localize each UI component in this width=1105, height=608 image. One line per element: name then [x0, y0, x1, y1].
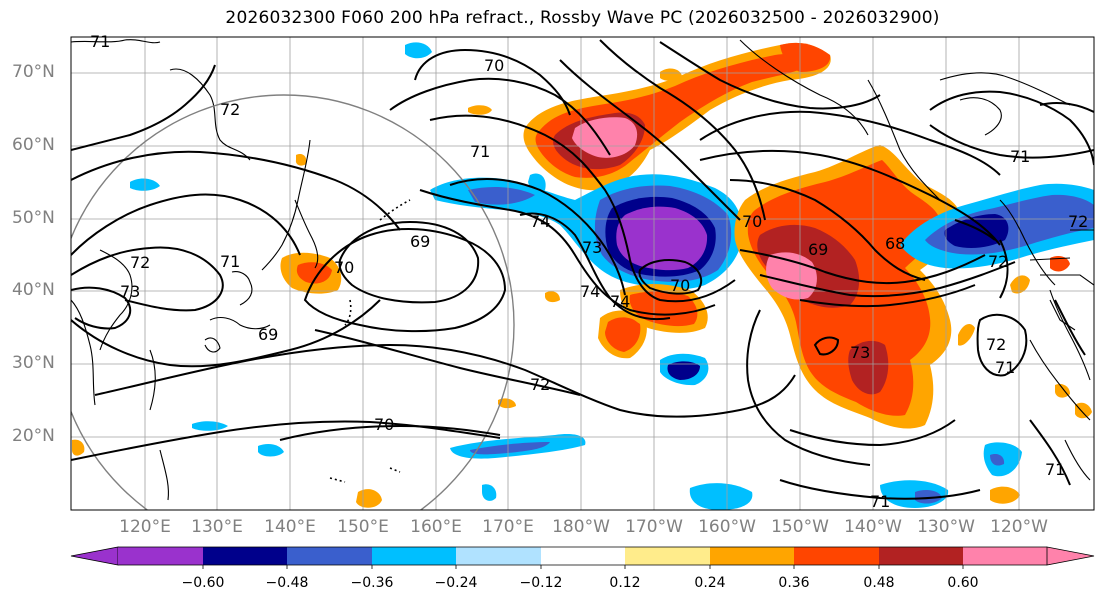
contour-label: 69	[258, 325, 279, 344]
contour-label: 70	[742, 212, 763, 231]
contour-label: 72	[988, 252, 1009, 271]
colorbar-tick-label: −0.24	[434, 575, 478, 591]
lon-label-140w: 140°W	[844, 517, 902, 537]
graticule	[71, 37, 1094, 510]
contour-label: 72	[130, 253, 151, 272]
colorbar-tick-label: 0.24	[694, 575, 726, 591]
contour-label: 74	[580, 282, 601, 301]
lon-label-140e: 140°E	[264, 517, 316, 537]
contour-label: 72	[1068, 212, 1089, 231]
lat-label-50n: 50°N	[12, 208, 55, 228]
contour-label: 69	[410, 232, 431, 251]
contour-label: 72	[530, 375, 551, 394]
contour-label: 70	[334, 258, 355, 277]
lon-label-160w: 160°W	[698, 517, 756, 537]
colorbar-ticks	[202, 565, 964, 569]
lon-label-180w: 180°W	[552, 517, 610, 537]
colorbar-bin-0	[70, 546, 119, 566]
contour-label: 71	[90, 32, 111, 51]
contour-label: 71	[870, 492, 891, 511]
radius-circle	[71, 94, 515, 510]
colorbar	[70, 546, 1095, 569]
contour-label: 74	[610, 292, 631, 311]
colorbar-outline	[118, 546, 1047, 566]
colorbar-tick-label: 0.48	[863, 575, 895, 591]
contour-label: 71	[1010, 147, 1031, 166]
map-content	[71, 37, 1094, 510]
small-anomaly-patches	[72, 42, 1092, 510]
colorbar-bin-7	[710, 547, 794, 565]
colorbar-bin-5	[541, 547, 625, 565]
dotted-coast	[329, 199, 411, 483]
lon-label-120e: 120°E	[119, 517, 171, 537]
lon-label-130w: 130°W	[917, 517, 975, 537]
contour-label: 71	[470, 142, 491, 161]
contour-label: 69	[808, 240, 829, 259]
colorbar-bin-10b	[1046, 546, 1095, 566]
map-title: 2026032300 F060 200 hPa refract., Rossby…	[225, 8, 940, 28]
lon-label-170w: 170°W	[625, 517, 683, 537]
contour-label: 68	[885, 234, 906, 253]
colorbar-bin-0b	[118, 547, 203, 565]
contour-label: 73	[120, 282, 141, 301]
contour-label: 73	[582, 238, 603, 257]
colorbar-bin-2	[287, 547, 372, 565]
lon-label-170e: 170°E	[482, 517, 534, 537]
colorbar-bin-1	[203, 547, 287, 565]
colorbar-tick-label: −0.12	[519, 575, 563, 591]
coastlines	[71, 39, 1094, 501]
positive-anomaly-east	[734, 145, 961, 429]
contour-label: 71	[220, 252, 241, 271]
colorbar-bin-10	[963, 547, 1047, 565]
lat-label-60n: 60°N	[12, 135, 55, 155]
colorbar-bin-4	[456, 547, 541, 565]
lat-label-30n: 30°N	[12, 353, 55, 373]
contour-label: 72	[986, 335, 1007, 354]
refractivity-contours	[71, 39, 1094, 500]
lon-label-150e: 150°E	[337, 517, 389, 537]
colorbar-bin-9	[879, 547, 963, 565]
colorbar-bin-6	[625, 547, 710, 565]
colorbar-tick-label: −0.48	[265, 575, 309, 591]
map-frame	[70, 36, 1095, 511]
lon-label-130e: 130°E	[191, 517, 243, 537]
lat-label-20n: 20°N	[12, 426, 55, 446]
lon-label-160e: 160°E	[410, 517, 462, 537]
lat-label-40n: 40°N	[12, 280, 55, 300]
lon-label-150w: 150°W	[771, 517, 829, 537]
colorbar-tick-label: 0.60	[947, 575, 979, 591]
contour-label: 70	[670, 276, 691, 295]
contour-label: 74	[530, 212, 551, 231]
colorbar-bin-3	[372, 547, 456, 565]
contour-label: 71	[995, 358, 1016, 377]
colorbar-tick-label: −0.60	[181, 575, 225, 591]
colorbar-bin-8	[794, 547, 879, 565]
colorbar-tick-label: 0.12	[609, 575, 641, 591]
contour-label: 70	[374, 415, 395, 434]
contour-label: 72	[220, 100, 241, 119]
contour-label: 70	[484, 56, 505, 75]
contour-label: 71	[1045, 460, 1066, 479]
colorbar-tick-label: −0.36	[350, 575, 394, 591]
lon-label-120w: 120°W	[990, 517, 1048, 537]
contour-label: 73	[850, 343, 871, 362]
lat-label-70n: 70°N	[12, 62, 55, 82]
colorbar-tick-label: 0.36	[778, 575, 810, 591]
